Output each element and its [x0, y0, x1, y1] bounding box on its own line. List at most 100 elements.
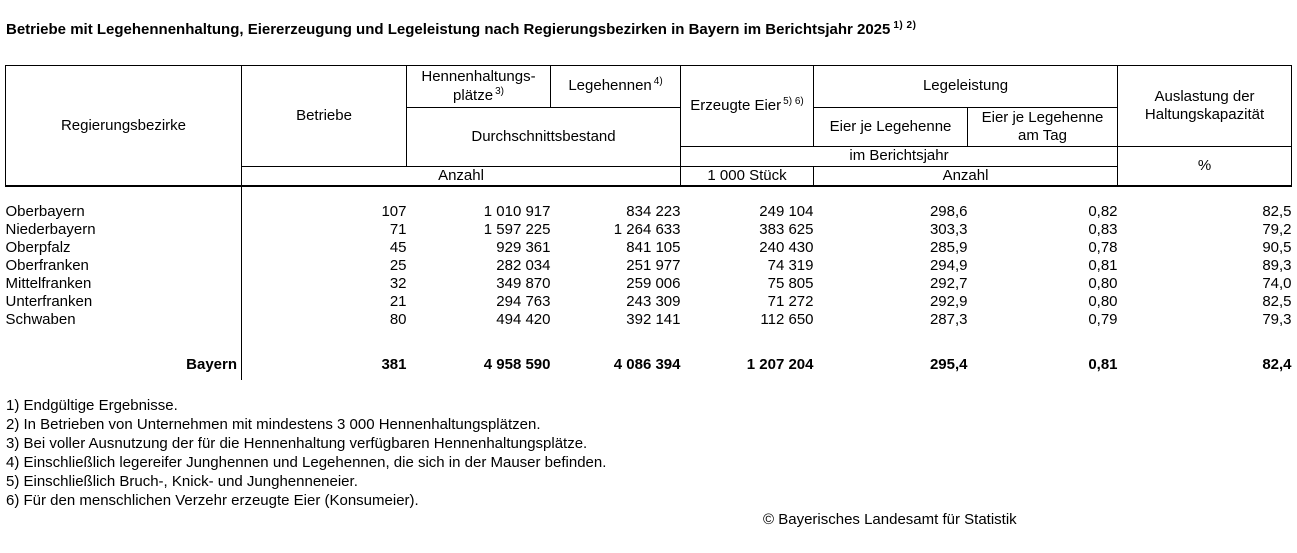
region-name-cell: Mittelfranken [5, 274, 242, 293]
value-cell: 0,78 [1088, 238, 1118, 256]
region-name-cell: Unterfranken [5, 292, 242, 311]
value-cell: 251 977 [626, 256, 681, 274]
total-value-cell: 4 086 394 [613, 355, 681, 373]
spacer-cell [5, 186, 242, 203]
value-cell: 834 223 [626, 202, 681, 220]
value-cell: 1 264 633 [613, 220, 681, 238]
value-cell: 74,0 [1262, 274, 1292, 292]
header-row: Regierungsbezirke Betriebe Hennenhaltung… [5, 65, 1293, 188]
value-cell: 71 [389, 220, 407, 238]
value-cell: 240 430 [759, 238, 814, 256]
value-cell: 32 [389, 274, 407, 292]
header-legehennen: Legehennen 4) [550, 65, 681, 108]
copyright-notice: © Bayerisches Landesamt für Statistik [763, 511, 1017, 528]
footnote-3: 3) Bei voller Ausnutzung der für die Hen… [6, 435, 588, 452]
value-cell: 1 597 225 [483, 220, 551, 238]
value-cell: 294 763 [496, 292, 551, 310]
table-row: Mittelfranken 32 349 870 259 006 75 805 … [5, 274, 1292, 293]
spacer-row [5, 186, 1292, 203]
region-name-cell: Schwaben [5, 310, 242, 329]
header-legeleistung: Legeleistung [812, 65, 1119, 108]
header-regierungsbezirke: Regierungsbezirke [5, 65, 242, 188]
value-cell: 1 010 917 [483, 202, 551, 220]
value-cell: 0,82 [1088, 202, 1118, 220]
value-cell: 74 319 [767, 256, 814, 274]
value-cell: 392 141 [626, 310, 681, 328]
table-row: Unterfranken 21 294 763 243 309 71 272 2… [5, 292, 1292, 311]
region-name-cell: Oberbayern [5, 202, 242, 221]
value-cell: 259 006 [626, 274, 681, 292]
value-cell: 82,5 [1262, 292, 1292, 310]
value-cell: 45 [389, 238, 407, 256]
value-cell: 71 272 [767, 292, 814, 310]
footnote-ref-3: 3) [495, 85, 504, 97]
value-cell: 112 650 [760, 310, 814, 328]
total-value-cell: 295,4 [929, 355, 968, 373]
value-cell: 79,3 [1262, 310, 1292, 328]
header-betriebe: Betriebe [241, 65, 407, 167]
value-cell: 243 309 [626, 292, 681, 310]
spacer-cell [5, 374, 242, 381]
header-anzahl-right: Anzahl [812, 166, 1119, 188]
footnote-5: 5) Einschließlich Bruch-, Knick- und Jun… [6, 473, 358, 490]
footnote-4: 4) Einschließlich legereifer Junghennen … [6, 454, 607, 471]
header-eier-je-legehenne: Eier je Legehenne [813, 107, 968, 147]
region-name-cell: Oberpfalz [5, 238, 242, 257]
value-cell: 303,3 [929, 220, 968, 238]
value-cell: 294,9 [929, 256, 968, 274]
spacer-cell [242, 328, 1292, 354]
value-cell: 298,6 [929, 202, 968, 220]
total-name-cell: Bayern [5, 354, 242, 375]
total-value-cell: 1 207 204 [746, 355, 814, 373]
total-value-cell: 0,81 [1088, 355, 1118, 373]
value-cell: 0,83 [1088, 220, 1118, 238]
value-cell: 0,81 [1088, 256, 1118, 274]
spacer-row [5, 328, 1292, 355]
value-cell: 21 [389, 292, 407, 310]
value-cell: 89,3 [1262, 256, 1292, 274]
spacer-cell [242, 186, 1292, 202]
header-tausend-stueck: 1 000 Stück [680, 166, 814, 188]
header-row: Durchschnittsbestand Eier je Legehenne E… [6, 107, 1292, 167]
footnote-1: 1) Endgültige Ergebnisse. [6, 397, 178, 414]
value-cell: 282 034 [496, 256, 551, 274]
header-eier-je-legehenne-am-tag: Eier je Legehenne am Tag [966, 107, 1119, 147]
footnote-ref-5-6: 5) 6) [783, 95, 804, 107]
value-cell: 0,80 [1088, 274, 1118, 292]
value-cell: 249 104 [759, 202, 814, 220]
footnote-6: 6) Für den menschlichen Verzehr erzeugte… [6, 492, 419, 509]
value-cell: 349 870 [496, 274, 551, 292]
value-cell: 82,5 [1262, 202, 1292, 220]
value-cell: 287,3 [929, 310, 968, 328]
value-cell: 90,5 [1262, 238, 1292, 256]
header-row: im Berichtsjahr % [6, 146, 1293, 188]
region-name-cell: Oberfranken [5, 256, 242, 275]
value-cell: 79,2 [1262, 220, 1292, 238]
page-title-text: Betriebe mit Legehennenhaltung, Eiererze… [6, 21, 891, 38]
value-cell: 25 [389, 256, 407, 274]
header-row: Anzahl 1 000 Stück Anzahl [6, 166, 1292, 188]
header-prozent: % [1117, 146, 1293, 188]
value-cell: 285,9 [929, 238, 968, 256]
page-title: Betriebe mit Legehennenhaltung, Eiererze… [6, 20, 917, 39]
footnote-2: 2) In Betrieben von Unternehmen mit mind… [6, 416, 541, 433]
value-cell: 292,9 [929, 292, 968, 310]
table-row: Niederbayern 71 1 597 225 1 264 633 383 … [5, 220, 1292, 239]
spacer-cell [5, 328, 242, 355]
footnotes: 1) Endgültige Ergebnisse. 2) In Betriebe… [6, 396, 606, 510]
value-cell: 292,7 [929, 274, 968, 292]
table-row: Schwaben 80 494 420 392 141 112 650 287,… [5, 310, 1292, 329]
table-row: Oberpfalz 45 929 361 841 105 240 430 285… [5, 238, 1292, 257]
table-row: Oberfranken 25 282 034 251 977 74 319 29… [5, 256, 1292, 275]
value-cell: 107 [381, 202, 407, 220]
title-footnote-refs: 1) 2) [893, 20, 917, 31]
spacer-row [5, 374, 1292, 381]
value-cell: 494 420 [496, 310, 551, 328]
table-row: Oberbayern 107 1 010 917 834 223 249 104… [5, 202, 1292, 221]
value-cell: 383 625 [759, 220, 814, 238]
header-erzeugte-eier: Erzeugte Eier 5) 6) [680, 65, 814, 147]
value-cell: 75 805 [767, 274, 814, 292]
value-cell: 841 105 [626, 238, 681, 256]
total-value-cell: 82,4 [1262, 355, 1292, 373]
statistics-table: Regierungsbezirke Betriebe Hennenhaltung… [5, 65, 1293, 381]
